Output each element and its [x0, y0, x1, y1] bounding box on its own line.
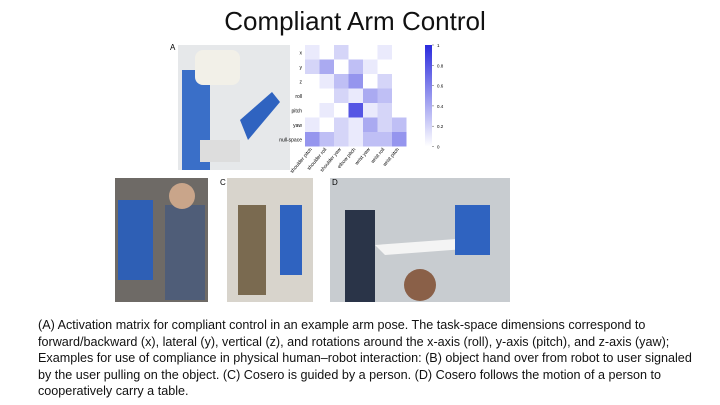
heatmap-cell [305, 132, 320, 147]
heatmap-cell [319, 74, 334, 89]
heatmap-cell [319, 132, 334, 147]
photo-detail [195, 50, 240, 85]
heatmap-cell [377, 117, 392, 132]
heatmap-cell [392, 117, 407, 132]
colorbar-tick-label: 1 [437, 43, 440, 48]
heatmap-cell [334, 103, 349, 118]
heatmap-cell [348, 117, 363, 132]
colorbar [425, 45, 432, 147]
panel-label: D [332, 178, 338, 187]
row-label: roll [295, 94, 302, 100]
colorbar-tick-label: 0.8 [437, 63, 444, 68]
heatmap-cell [319, 117, 334, 132]
heatmap-cell [348, 103, 363, 118]
colorbar-tick-label: 0.2 [437, 124, 444, 129]
heatmap-cell [305, 103, 320, 118]
heatmap-cell [334, 132, 349, 147]
heatmap-cell [334, 74, 349, 89]
photo-detail [280, 205, 302, 275]
row-label: y [300, 65, 303, 71]
heatmap-cell [305, 74, 320, 89]
photo-detail [238, 205, 266, 295]
caption: (A) Activation matrix for compliant cont… [38, 318, 692, 399]
heatmap-cell [377, 45, 392, 60]
heatmap-cell [319, 103, 334, 118]
heatmap-cell [392, 88, 407, 103]
heatmap-cell [392, 132, 407, 147]
heatmap-cell [348, 132, 363, 147]
heatmap-cell [392, 59, 407, 74]
heatmap-cell [392, 45, 407, 60]
heatmap-cell [319, 45, 334, 60]
photo-detail [375, 238, 478, 255]
heatmap-cell [377, 88, 392, 103]
heatmap-cell [305, 88, 320, 103]
photo-detail [404, 269, 436, 301]
row-label: x [300, 50, 303, 56]
heatmap-cell [363, 45, 378, 60]
heatmap-cell [348, 59, 363, 74]
heatmap-cell [305, 59, 320, 74]
heatmap-cell [334, 45, 349, 60]
panel-label: B [110, 178, 115, 187]
heatmap-cell [348, 45, 363, 60]
heatmap-cell [377, 103, 392, 118]
panel-label: A [170, 43, 176, 52]
heatmap-cell [305, 117, 320, 132]
heatmap-cell [363, 88, 378, 103]
photo-detail [118, 200, 153, 280]
photo-detail [345, 210, 375, 302]
column-label: wrist yaw [354, 147, 372, 167]
panel-label: C [220, 178, 226, 187]
heatmap-cell [348, 88, 363, 103]
heatmap-cell [305, 45, 320, 60]
photo-detail [200, 140, 240, 162]
heatmap-cell [319, 88, 334, 103]
photo-detail [455, 205, 490, 255]
row-label: yaw [293, 123, 302, 129]
heatmap-cell [363, 74, 378, 89]
heatmap-cell [363, 132, 378, 147]
heatmap-cell [392, 74, 407, 89]
heatmap-cell [334, 117, 349, 132]
heatmap-cell [334, 59, 349, 74]
heatmap-cell [363, 103, 378, 118]
heatmap-cell [377, 74, 392, 89]
heatmap-cell [377, 132, 392, 147]
figure: A B C D xyzrollpitchyawnull-spaceshoulde… [110, 43, 510, 302]
photo-detail [240, 92, 280, 140]
heatmap-cell [377, 59, 392, 74]
heatmap-cell [334, 88, 349, 103]
heatmap-cell [319, 59, 334, 74]
row-label: pitch [291, 108, 302, 114]
slide-title: Compliant Arm Control [224, 6, 486, 36]
heatmap-cell [392, 103, 407, 118]
heatmap-cell [348, 74, 363, 89]
row-label: z [300, 79, 303, 85]
row-label: null-space [279, 137, 302, 143]
colorbar-tick-label: 0.6 [437, 84, 444, 89]
photo-detail [169, 183, 195, 209]
photo-detail [165, 205, 205, 300]
colorbar-tick-label: 0 [437, 145, 440, 150]
heatmap-cell [363, 117, 378, 132]
colorbar-tick-label: 0.4 [437, 104, 444, 109]
heatmap-cell [363, 59, 378, 74]
